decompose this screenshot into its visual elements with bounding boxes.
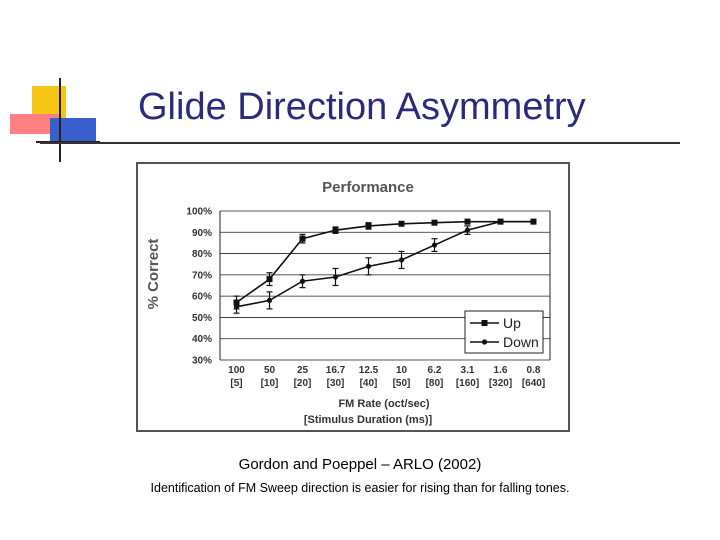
data-point-down: [431, 242, 438, 248]
series-line-down: [236, 220, 534, 308]
data-point-up: [464, 218, 471, 225]
data-point-down: [332, 274, 339, 280]
x-tick-label: 25: [297, 365, 309, 376]
x-tick-sublabel: [5]: [230, 378, 242, 389]
legend-marker: [481, 320, 488, 326]
y-tick-label: 40%: [192, 334, 212, 345]
legend-label-up: Up: [503, 315, 521, 331]
data-point-up: [431, 219, 438, 226]
chart-title: Performance: [322, 179, 414, 196]
y-tick-label: 80%: [192, 249, 212, 260]
data-point-up: [299, 235, 306, 242]
x-tick-sublabel: [20]: [294, 378, 312, 389]
y-tick-label: 60%: [192, 292, 212, 303]
x-tick-label: 100: [228, 365, 245, 376]
x-tick-sublabel: [10]: [261, 378, 279, 389]
y-axis-label: % Correct: [145, 239, 162, 310]
y-tick-label: 30%: [192, 356, 212, 367]
x-axis-label-secondary: [Stimulus Duration (ms)]: [304, 414, 433, 426]
data-point-up: [332, 227, 339, 234]
chart-legend: Up Down: [464, 310, 544, 354]
x-tick-label: 0.8: [527, 365, 541, 376]
data-point-down: [398, 257, 405, 263]
x-tick-label: 50: [264, 365, 276, 376]
x-tick-sublabel: [320]: [489, 378, 512, 389]
legend-box: [464, 310, 544, 354]
x-tick-label: 1.6: [494, 365, 508, 376]
y-tick-label: 100%: [186, 207, 212, 218]
x-tick-sublabel: [640]: [522, 378, 545, 389]
x-axis-label: FM Rate (oct/sec): [338, 398, 429, 410]
x-tick-sublabel: [160]: [456, 378, 479, 389]
x-tick-sublabel: [80]: [426, 378, 444, 389]
x-tick-sublabel: [40]: [360, 378, 378, 389]
slide-corner-decoration-icon: [10, 78, 100, 162]
x-tick-label: 6.2: [428, 365, 442, 376]
data-point-down: [365, 263, 372, 269]
x-tick-label: 16.7: [326, 365, 346, 376]
data-point-up: [365, 222, 372, 229]
data-point-up: [266, 276, 273, 283]
legend-marker: [481, 339, 488, 345]
x-tick-label: 10: [396, 365, 408, 376]
data-point-down: [464, 227, 471, 233]
x-tick-label: 3.1: [461, 365, 475, 376]
y-tick-label: 70%: [192, 270, 212, 281]
performance-chart: Performance % Correct FM Rate (oct/sec) …: [145, 179, 551, 426]
legend-label-down: Down: [503, 334, 539, 350]
logo-pink-bar: [10, 114, 60, 134]
x-tick-sublabel: [50]: [393, 378, 411, 389]
citation-text: Gordon and Poeppel – ARLO (2002): [238, 456, 482, 473]
data-point-down: [299, 278, 306, 284]
slide-title: Glide Direction Asymmetry: [138, 86, 586, 128]
title-divider: [40, 142, 680, 144]
data-point-down: [233, 304, 240, 310]
series-line-up: [236, 220, 534, 304]
description-text: Identification of FM Sweep direction is …: [150, 481, 570, 495]
data-point-down: [497, 219, 504, 225]
y-tick-label: 50%: [192, 313, 212, 324]
data-point-down: [530, 219, 537, 225]
logo-blue-bar: [50, 118, 96, 144]
x-tick-sublabel: [30]: [327, 378, 345, 389]
x-tick-label: 12.5: [359, 365, 379, 376]
chart-figure: Performance % Correct FM Rate (oct/sec) …: [136, 162, 570, 432]
data-point-down: [266, 297, 273, 303]
y-tick-label: 90%: [192, 228, 212, 239]
data-point-up: [398, 220, 405, 227]
